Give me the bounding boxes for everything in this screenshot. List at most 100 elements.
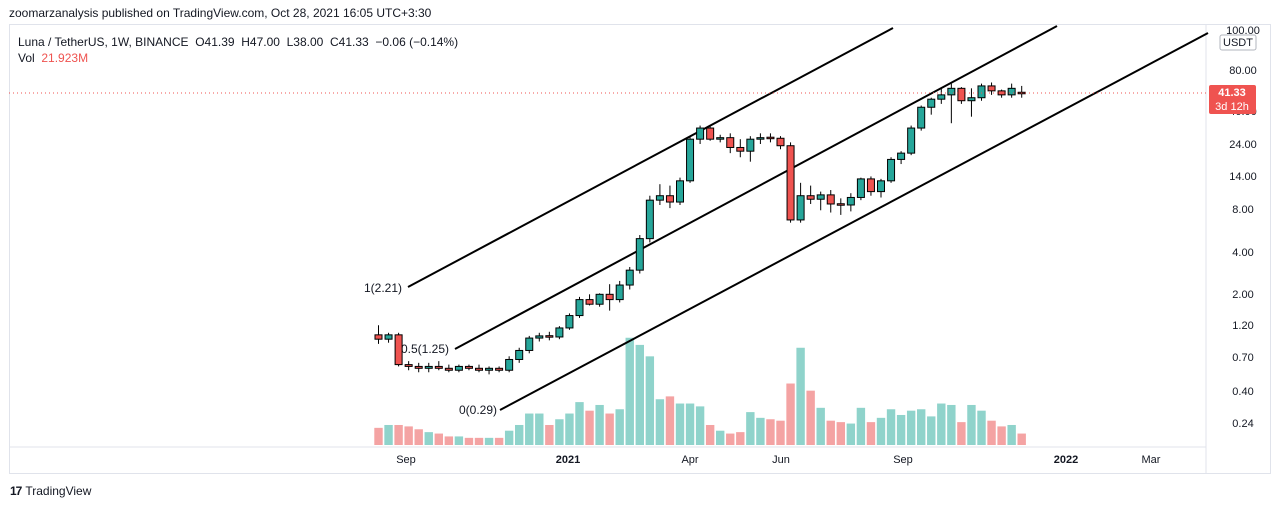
candle-body [816, 194, 825, 200]
volume-bar [906, 410, 916, 445]
volume-bar [736, 432, 745, 445]
volume-bar [414, 429, 423, 445]
volume-bar [977, 410, 986, 445]
candle-body [907, 127, 916, 154]
candle-body [927, 98, 936, 108]
last-price-label: 41.33 [1218, 87, 1246, 99]
volume-bar [545, 424, 554, 445]
volume-bar [927, 416, 936, 445]
candle-body [1007, 87, 1016, 96]
price-axis[interactable]: 100.0080.0040.0024.0014.008.004.002.001.… [1205, 24, 1260, 474]
volume-bar [766, 419, 775, 445]
volume-bar [836, 422, 845, 445]
volume-bar [896, 414, 906, 445]
candle-body [525, 337, 534, 351]
volume-bar [384, 424, 393, 445]
change-value: −0.06 (−0.14%) [375, 35, 459, 49]
candle-body [374, 334, 383, 340]
candle-body [696, 127, 705, 140]
volume-bar [826, 420, 835, 445]
time-tick-label: Apr [681, 454, 698, 466]
volume-bar [967, 404, 976, 445]
candle-body [444, 367, 453, 371]
candle-body [746, 138, 755, 152]
candle-body [565, 315, 574, 329]
last-price-badge [1209, 85, 1256, 115]
high-value: H47.00 [241, 35, 280, 49]
candle-body [665, 195, 674, 203]
volume-bar [947, 404, 956, 445]
volume-bar [1017, 433, 1026, 445]
candle-body [686, 138, 695, 182]
volume-bar [645, 356, 655, 445]
candle-body [736, 146, 745, 152]
candle-body [424, 365, 433, 369]
parallel-channel[interactable]: 1(2.21) 0.5(1.25) 0(0.29) [364, 25, 1209, 417]
price-tick-label: 14.00 [1229, 171, 1257, 183]
volume-bar [605, 413, 614, 445]
channel-level-label: 0.5(1.25) [401, 342, 449, 356]
time-axis[interactable]: Sep 2021 Apr Jun Sep 2022 Mar [9, 446, 1206, 466]
volume-bar [494, 437, 504, 445]
volume-bar [1007, 424, 1016, 445]
volume-bar [937, 403, 946, 445]
candle-body [485, 367, 494, 371]
volume-bar [716, 430, 725, 445]
candle-body [635, 238, 644, 271]
candle-body [716, 137, 725, 140]
candle-body [645, 199, 654, 240]
candle-body [796, 195, 805, 221]
price-tick-label: 100.00 [1226, 25, 1260, 37]
volume-bar [705, 424, 715, 445]
candle-body [595, 293, 604, 305]
volume-bar [625, 337, 634, 445]
currency-label: USDT [1223, 37, 1253, 49]
candle-body [987, 85, 996, 92]
volume-bar [746, 412, 755, 445]
candle-body [786, 145, 795, 221]
candle-body [887, 158, 896, 182]
low-value: L38.00 [286, 35, 324, 49]
candle-body [414, 365, 423, 369]
price-tick-label: 0.70 [1232, 352, 1253, 364]
candle-body [846, 196, 855, 206]
footer: 17 TradingView [10, 484, 91, 498]
price-tick-label: 1.20 [1232, 320, 1253, 332]
candle-body [404, 364, 413, 367]
volume-bar [917, 409, 926, 445]
candle-body [545, 335, 554, 338]
volume-bar [876, 417, 886, 445]
bar-countdown: 3d 12h [1215, 101, 1249, 113]
volume-bar [585, 410, 594, 445]
candle-body [726, 137, 735, 148]
volume-bar [675, 403, 685, 445]
ohlc-row: Luna / TetherUS, 1W, BINANCE O41.39 H47.… [18, 34, 458, 50]
volume-bar [464, 437, 474, 445]
volume-bar [806, 390, 815, 445]
symbol-label[interactable]: Luna / TetherUS, 1W, BINANCE [18, 35, 189, 49]
channel-level-label: 1(2.21) [364, 281, 402, 295]
candle-body [836, 203, 845, 206]
volume-bar [424, 432, 433, 445]
candle-body [625, 269, 634, 286]
volume-bar [796, 347, 805, 445]
channel-level-label: 0(0.29) [459, 403, 497, 417]
candle-body [776, 137, 785, 147]
candle-body [655, 195, 664, 201]
volume-label: Vol [18, 51, 35, 65]
candle-body [575, 299, 584, 317]
volume-bar [655, 399, 665, 445]
candle-body [957, 87, 966, 102]
candle-body [866, 178, 875, 193]
candle-body [535, 335, 544, 339]
candle-body [756, 137, 765, 140]
candle-body [394, 334, 403, 366]
time-tick-label: 2022 [1054, 454, 1078, 466]
volume-bar [726, 433, 735, 445]
candle-body [766, 136, 775, 140]
candle-body [706, 127, 715, 140]
tradingview-brand[interactable]: TradingView [25, 484, 92, 498]
candle-body [877, 180, 885, 193]
tradingview-logo[interactable]: 17 [10, 484, 22, 498]
